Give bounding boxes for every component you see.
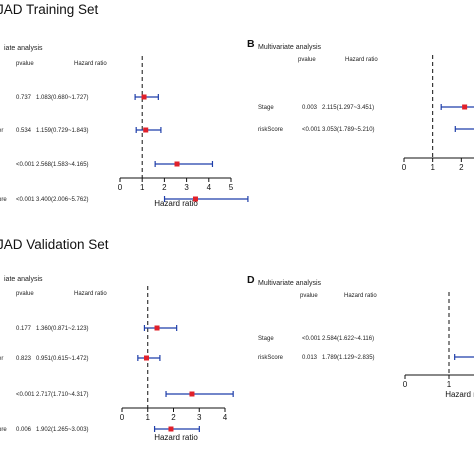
p3-row-label: riskScore [258,355,284,361]
p3-row-hr-text: 1.789(1.129~2.835) [322,355,375,361]
p0-x-tick-label: 1 [140,183,145,192]
p2-subtitle: iate analysis [4,276,43,283]
p0-row-hr-text: 2.568(1.583~4.165) [36,162,89,168]
p2-x-tick-label: 4 [223,413,228,422]
p2-hr-header: Hazard ratio [74,291,107,297]
p2-row-hr-text: 0.951(0.615~1.472) [36,356,89,362]
p0-row-pvalue: 0.737 [16,95,32,101]
p0-hr-marker [192,196,198,202]
p0-row-label: ore [0,197,7,203]
p3-row-pvalue: 0.013 [302,355,318,361]
p3-x-axis-label: Hazard ratio [445,390,474,399]
p2-x-tick-label: 3 [197,413,202,422]
p2-row-hr-text: 2.717(1.710~4.317) [36,392,89,398]
p2-x-axis-label: Hazard ratio [154,433,198,442]
p0-x-axis-label: Hazard ratio [154,199,198,208]
p3-x-tick-label: 0 [403,380,408,389]
p0-x-tick-label: 0 [118,183,123,192]
p3-x-tick-label: 1 [447,380,452,389]
p1-hr-header: Hazard ratio [345,57,378,63]
p2-hr-marker [189,391,195,397]
p0-hr-header: Hazard ratio [74,61,107,67]
p1-row-label: riskScore [258,127,284,133]
p0-x-tick-label: 3 [184,183,189,192]
p2-x-tick-label: 0 [120,413,125,422]
p1-row-pvalue: <0.001 [302,127,321,133]
p3-row-pvalue: <0.001 [302,336,321,342]
p1-subtitle: Multivariate analysis [258,44,322,51]
p1-row-hr-text: 2.115(1.297~3.451) [322,105,374,111]
p0-row-pvalue: 0.534 [16,128,32,134]
p0-subtitle: iate analysis [4,45,43,52]
p0-hr-marker [143,127,149,133]
p3-subtitle: Multivariate analysis [258,280,322,287]
p1-x-tick-label: 1 [430,163,435,172]
p2-row-hr-text: 1.360(0.871~2.123) [36,326,89,332]
p2-hr-marker [154,325,160,331]
p3-row-label: Stage [258,336,274,342]
panel-b-letter: B [247,38,255,50]
p1-row-pvalue: 0.003 [302,105,318,111]
p0-x-tick-label: 2 [162,183,167,192]
p0-x-tick-label: 4 [207,183,212,192]
p0-row-hr-text: 1.083(0.680~1.727) [36,95,89,101]
p1-x-tick-label: 2 [459,163,464,172]
p3-row-hr-text: 2.584(1.622~4.116) [322,336,374,342]
p2-hr-marker [143,355,149,361]
validation-set-title: JAD Validation Set [0,237,109,252]
p1-row-hr-text: 3.053(1.789~5.210) [322,127,375,133]
p2-row-pvalue: <0.001 [16,392,35,398]
p2-hr-marker [168,426,174,432]
p0-row-hr-text: 1.159(0.729~1.843) [36,128,89,134]
p0-row-hr-text: 3.400(2.006~5.762) [36,197,89,203]
p0-x-tick-label: 5 [229,183,234,192]
p2-row-hr-text: 1.902(1.265~3.003) [36,427,89,433]
p1-row-label: Stage [258,105,274,111]
p0-pvalue-header: pvalue [16,61,34,67]
p0-hr-marker [174,161,180,167]
p2-x-tick-label: 1 [146,413,151,422]
p2-row-label: er [0,356,3,362]
p0-row-pvalue: <0.001 [16,162,35,168]
training-set-title: JAD Training Set [0,2,99,17]
p3-hr-header: Hazard ratio [344,293,377,299]
panel-d-letter: D [247,274,255,286]
p2-row-pvalue: 0.006 [16,427,32,433]
p2-pvalue-header: pvalue [16,291,34,297]
p1-pvalue-header: pvalue [298,57,316,63]
p0-row-label: er [0,128,3,134]
p2-row-label: ore [0,427,7,433]
p0-hr-marker [141,94,147,100]
p2-row-pvalue: 0.823 [16,356,32,362]
p3-pvalue-header: pvalue [300,293,318,299]
p2-row-pvalue: 0.177 [16,326,32,332]
p1-hr-marker [462,104,468,110]
p0-row-pvalue: <0.001 [16,197,35,203]
p1-x-tick-label: 0 [402,163,407,172]
p2-x-tick-label: 2 [171,413,176,422]
